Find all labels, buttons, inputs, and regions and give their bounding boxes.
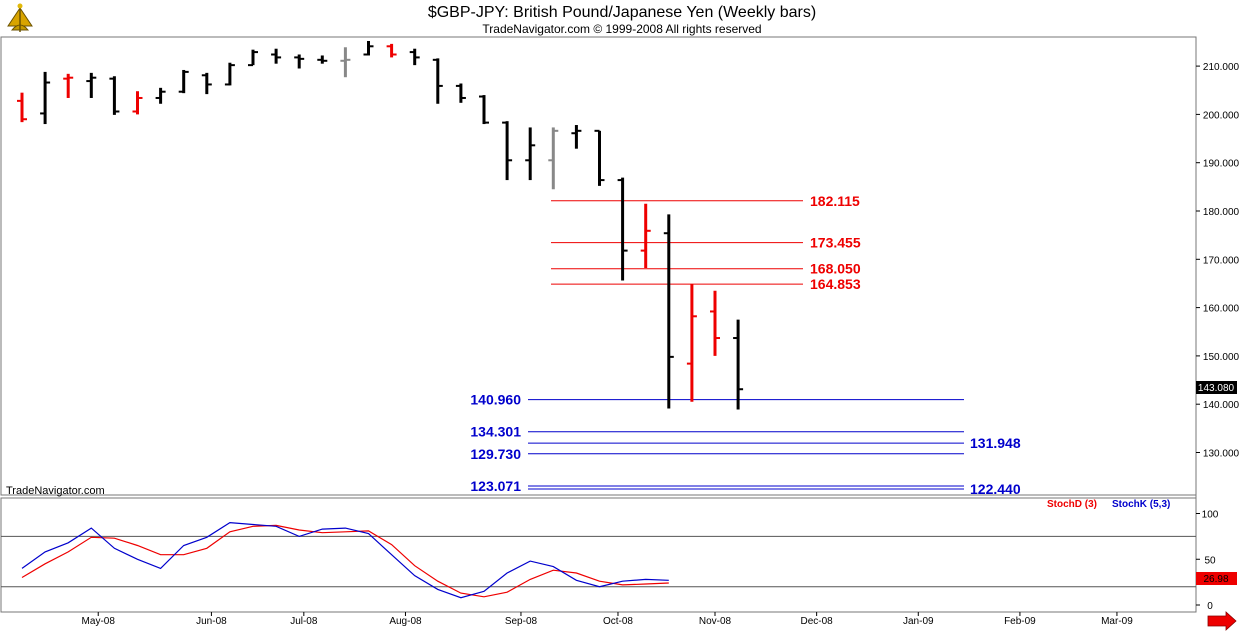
ohlc-bar: [86, 72, 97, 98]
stoch-tick-label: 100: [1202, 510, 1219, 521]
time-axis: May-08 Jun-08 Jul-08 Aug-08 Sep-08 Oct-08 Nov-…: [82, 612, 1133, 627]
ohlc-bar: [201, 72, 212, 95]
stochastic-panel: [0, 497, 1197, 613]
price-tick-label: 180.000: [1203, 207, 1240, 218]
time-tick-label: Oct-08: [603, 616, 633, 627]
time-tick-label: Nov-08: [699, 616, 732, 627]
ohlc-bar: [548, 127, 559, 190]
ohlc-bar: [479, 95, 489, 125]
stoch-tick-label: 0: [1207, 601, 1213, 612]
legend-stoch-d: StochD (3): [1047, 499, 1097, 510]
price-tick-label: 190.000: [1203, 159, 1240, 170]
ohlc-bar: [363, 40, 374, 56]
ohlc-bar: [132, 91, 143, 115]
time-tick-label: Feb-09: [1004, 616, 1036, 627]
support-label: 140.960: [470, 392, 521, 408]
ohlc-bar: [640, 203, 651, 268]
support-label: 129.730: [470, 446, 521, 462]
ohlc-bar: [686, 284, 697, 402]
time-tick-label: Mar-09: [1101, 616, 1133, 627]
ohlc-bar: [224, 62, 235, 86]
ohlc-bar: [409, 48, 420, 66]
price-bars: [17, 40, 744, 410]
ohlc-bar: [63, 73, 74, 98]
time-tick-label: Jan-09: [903, 616, 934, 627]
ohlc-bar: [317, 55, 328, 64]
ohlc-bar: [248, 49, 258, 67]
ohlc-bar: [571, 125, 582, 149]
support-label: 123.071: [470, 478, 521, 494]
ohlc-bar: [178, 69, 189, 94]
time-tick-label: Jul-08: [290, 616, 318, 627]
price-tick-label: 130.000: [1203, 449, 1240, 460]
scroll-right-arrow-icon[interactable]: [1207, 611, 1237, 631]
chart-title: $GBP-JPY: British Pound/Japanese Yen (We…: [428, 4, 816, 21]
ohlc-bar: [40, 71, 51, 125]
watermark: TradeNavigator.com: [6, 485, 105, 497]
stoch-last-marker: 26.98: [1196, 572, 1237, 585]
ohlc-bar: [710, 290, 720, 356]
ohlc-bar: [340, 47, 351, 78]
stochastic-lines: [21, 521, 669, 599]
time-tick-label: Sep-08: [505, 616, 538, 627]
price-axis: 210.000 200.000 190.000 180.000 170.000 160.0…: [1196, 62, 1240, 460]
support-label: 122.440: [970, 481, 1021, 497]
time-tick-label: Aug-08: [389, 616, 422, 627]
ohlc-bar: [733, 319, 744, 410]
stoch-k-line: [21, 521, 669, 599]
ohlc-bar: [502, 121, 513, 181]
logo-icon: [7, 3, 33, 32]
support-label: 134.301: [470, 424, 521, 440]
stoch-tick-label: 50: [1204, 555, 1216, 566]
ohlc-bar: [109, 76, 120, 115]
price-tick-label: 140.000: [1203, 400, 1240, 411]
ohlc-bar: [17, 92, 27, 123]
time-tick-label: May-08: [82, 616, 116, 627]
ohlc-bar: [525, 127, 536, 181]
last-price-label: 143.080: [1198, 383, 1235, 394]
resistance-label: 168.050: [810, 261, 861, 277]
price-tick-label: 170.000: [1203, 255, 1240, 266]
resistance-label: 182.115: [810, 193, 860, 209]
legend-stoch-k: StochK (5,3): [1112, 499, 1170, 510]
ohlc-bar: [386, 43, 397, 58]
ohlc-bar: [271, 48, 282, 64]
resistance-label: 164.853: [810, 276, 861, 292]
ohlc-bar: [432, 58, 443, 104]
ohlc-bar: [663, 214, 674, 409]
price-tick-label: 160.000: [1203, 304, 1240, 315]
price-panel: [0, 36, 1197, 496]
ohlc-bar: [294, 54, 305, 69]
stoch-last-label: 26.98: [1203, 574, 1228, 585]
price-tick-label: 150.000: [1203, 352, 1240, 363]
last-price-marker: 143.080: [1196, 381, 1237, 394]
price-tick-label: 210.000: [1203, 62, 1240, 73]
ohlc-bar: [617, 177, 628, 281]
price-tick-label: 200.000: [1203, 110, 1240, 121]
time-tick-label: Jun-08: [196, 616, 227, 627]
resistance-label: 173.455: [810, 235, 861, 251]
time-tick-label: Dec-08: [801, 616, 834, 627]
chart-copyright: TradeNavigator.com © 1999-2008 All right…: [482, 22, 761, 36]
ohlc-bar: [594, 129, 605, 186]
ohlc-bar: [155, 87, 166, 104]
ohlc-bar: [455, 83, 466, 103]
support-label: 131.948: [970, 435, 1021, 451]
